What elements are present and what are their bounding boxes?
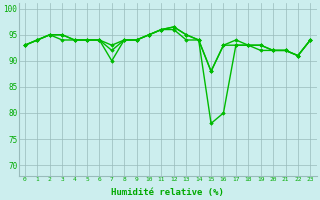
X-axis label: Humidité relative (%): Humidité relative (%) xyxy=(111,188,224,197)
